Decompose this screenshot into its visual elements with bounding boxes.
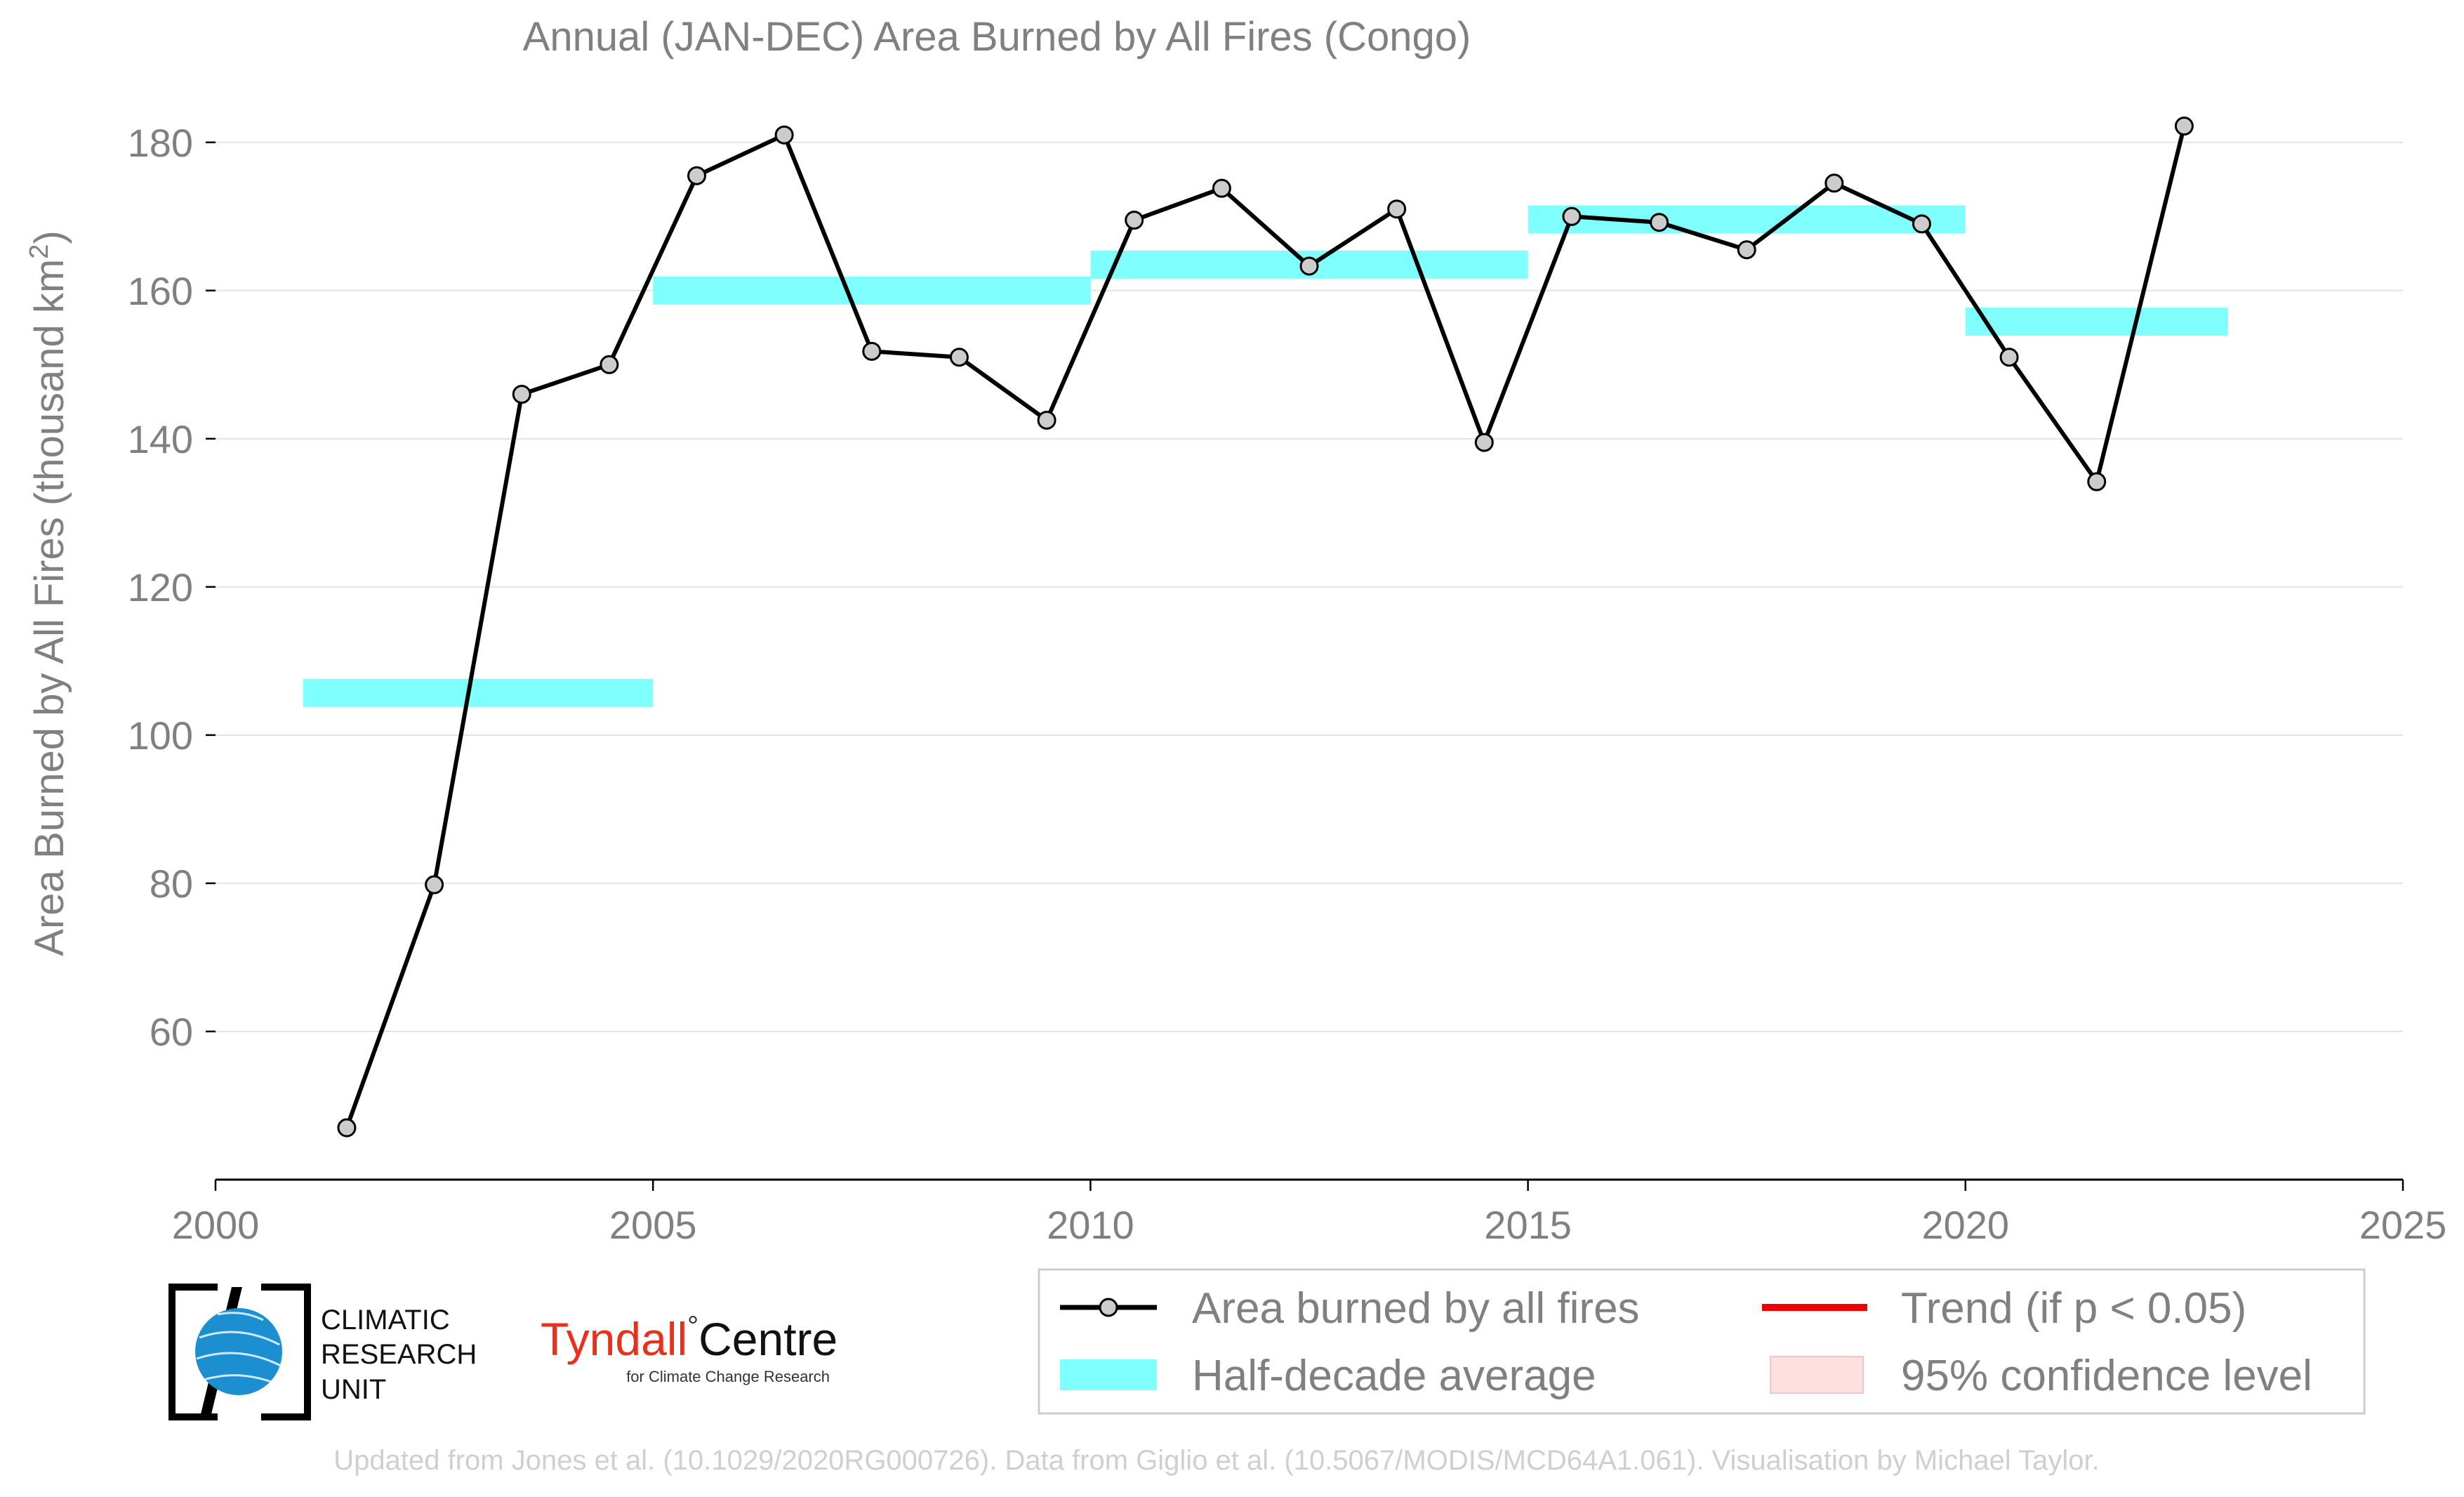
- legend-label-area-burned: Area burned by all fires: [1192, 1284, 1640, 1333]
- tyndall-logo: Tyndall°Centre for Climate Change Resear…: [541, 1311, 837, 1385]
- tyndall-word: Tyndall: [541, 1313, 687, 1365]
- data-point-3: [600, 355, 619, 374]
- data-point-13: [1474, 433, 1494, 452]
- data-point-14: [1562, 206, 1582, 226]
- y-tick-label-180: 180: [128, 121, 193, 165]
- data-point-11: [1299, 256, 1319, 276]
- half-decade-bar-0: [303, 678, 654, 707]
- legend-confidence-swatch: [1770, 1356, 1864, 1394]
- data-point-12: [1387, 199, 1407, 219]
- data-point-0: [337, 1118, 357, 1137]
- data-point-5: [774, 125, 794, 145]
- cru-logo: CLIMATIC RESEARCH UNIT: [168, 1284, 477, 1420]
- tyndall-subtitle: for Climate Change Research: [626, 1368, 830, 1385]
- y-axis-label-sup: 2: [25, 244, 54, 259]
- cru-bracket-left: [168, 1284, 218, 1420]
- cru-text-line-2: RESEARCH: [321, 1339, 477, 1370]
- chart-title: Annual (JAN-DEC) Area Burned by All Fire…: [523, 14, 1471, 60]
- series-line: [345, 125, 2187, 1129]
- y-tick-label-160: 160: [128, 269, 193, 313]
- x-tick-label-2010: 2010: [1047, 1203, 1134, 1247]
- data-point-21: [2174, 117, 2194, 136]
- globe-icon: [195, 1308, 282, 1395]
- x-tick-label-2000: 2000: [172, 1203, 260, 1247]
- cru-text-line-3: UNIT: [321, 1374, 386, 1405]
- y-tick-label-60: 60: [150, 1010, 193, 1054]
- data-point-9: [1125, 211, 1144, 230]
- data-point-10: [1212, 178, 1231, 198]
- series-area-burned: [337, 117, 2194, 1137]
- y-tick-label-80: 80: [150, 862, 193, 906]
- data-point-20: [2087, 472, 2107, 492]
- y-axis-label-close: ): [27, 230, 72, 244]
- data-point-1: [425, 875, 444, 895]
- y-tick-label-100: 100: [128, 713, 193, 758]
- legend-label-half-decade-average: Half-decade average: [1192, 1352, 1596, 1400]
- data-point-7: [949, 348, 969, 367]
- tyndall-wordmark: Tyndall°Centre: [541, 1311, 837, 1365]
- y-tick-label-140: 140: [128, 417, 193, 461]
- data-point-2: [512, 385, 531, 404]
- globe-lines: [196, 1312, 281, 1385]
- tyndall-degree: °: [687, 1311, 698, 1342]
- half-decade-bar-1: [653, 276, 1091, 305]
- legend-label-confidence: 95% confidence level: [1901, 1352, 2312, 1400]
- data-point-15: [1650, 213, 1669, 232]
- legend-average-swatch: [1060, 1359, 1157, 1390]
- y-axis-label-main: Area Burned by All Fires (thousand km: [27, 259, 72, 956]
- footer-credits: Updated from Jones et al. (10.1029/2020R…: [333, 1445, 2099, 1476]
- data-point-8: [1037, 410, 1057, 430]
- half-decade-bar-4: [1965, 308, 2228, 336]
- cru-text-line-1: CLIMATIC: [321, 1305, 450, 1336]
- data-point-17: [1824, 173, 1844, 193]
- legend: Area burned by all fires Trend (if p < 0…: [1038, 1268, 2366, 1415]
- x-tick-label-2005: 2005: [609, 1203, 697, 1247]
- x-tick-label-2020: 2020: [1922, 1203, 2010, 1247]
- cru-bracket-right: [261, 1284, 311, 1420]
- y-tick-label-120: 120: [128, 565, 193, 609]
- half-decade-average-bars: [303, 205, 2228, 707]
- legend-label-trend: Trend (if p < 0.05): [1901, 1284, 2246, 1333]
- data-point-18: [1912, 214, 1931, 234]
- grid: [216, 141, 2403, 1032]
- x-tick-label-2025: 2025: [2359, 1203, 2447, 1247]
- tyndall-centre-word: Centre: [698, 1313, 837, 1365]
- axes: 60 80 100 120 140 160 180 2000 2005 2010 2015 2020 2…: [128, 121, 2447, 1247]
- x-tick-label-2015: 2015: [1484, 1203, 1572, 1247]
- data-point-19: [1999, 348, 2019, 367]
- y-axis-label: Area Burned by All Fires (thousand km2): [25, 230, 72, 956]
- data-point-6: [862, 341, 882, 361]
- legend-marker-swatch: [1099, 1298, 1118, 1317]
- data-point-4: [687, 166, 707, 185]
- legend-box: [1038, 1268, 2366, 1415]
- data-point-16: [1737, 240, 1756, 260]
